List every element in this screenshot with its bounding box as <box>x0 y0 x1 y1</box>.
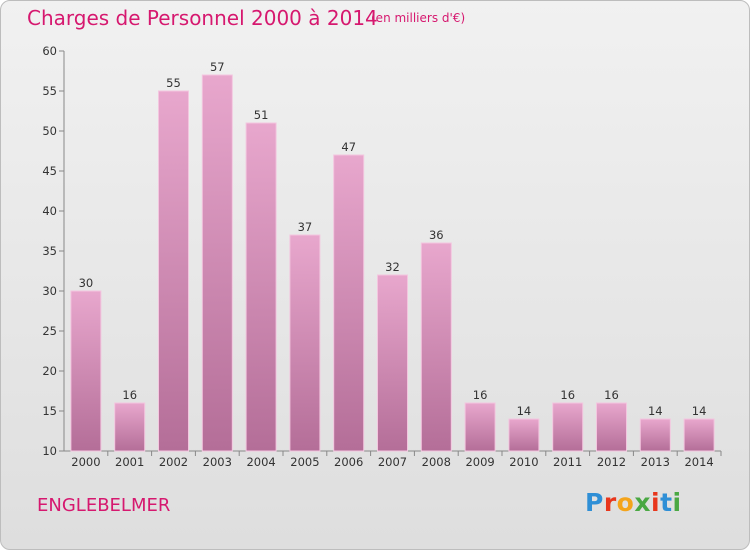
y-tick-label: 50 <box>42 124 57 138</box>
data-label-2012: 16 <box>604 388 619 402</box>
bar-2005[interactable] <box>289 234 321 452</box>
data-label-2001: 16 <box>122 388 137 402</box>
y-tick-label: 30 <box>42 284 57 298</box>
x-tick-label: 2003 <box>203 455 232 469</box>
bar-2002[interactable] <box>158 90 189 452</box>
bar-2009[interactable] <box>464 402 496 452</box>
y-tick-label: 20 <box>42 364 57 378</box>
y-tick-label: 35 <box>42 244 57 258</box>
x-tick-label: 2014 <box>684 455 713 469</box>
y-tick-label: 25 <box>42 324 57 338</box>
x-tick-label: 2001 <box>115 455 144 469</box>
chart-unit: (en milliers d'€) <box>371 11 466 25</box>
x-tick-label: 2008 <box>422 455 451 469</box>
y-tick-label: 15 <box>42 404 57 418</box>
data-label-2005: 37 <box>298 220 313 234</box>
logo-letter: P <box>585 488 604 517</box>
x-tick-label: 2011 <box>553 455 582 469</box>
data-label-2008: 36 <box>429 228 444 242</box>
bar-2010[interactable] <box>508 418 540 452</box>
data-label-2000: 30 <box>79 276 94 290</box>
bar-2012[interactable] <box>596 402 627 452</box>
x-tick-label: 2005 <box>290 455 319 469</box>
x-tick-label: 2004 <box>246 455 275 469</box>
data-label-2011: 16 <box>560 388 575 402</box>
x-tick-label: 2006 <box>334 455 363 469</box>
data-label-2009: 16 <box>473 388 488 402</box>
data-label-2007: 32 <box>385 260 400 274</box>
bar-2000[interactable] <box>70 290 102 452</box>
data-label-2010: 14 <box>517 404 532 418</box>
bars <box>70 74 715 452</box>
x-tick-label: 2007 <box>378 455 407 469</box>
data-labels: 30 16 55 57 51 37 47 32 36 16 14 16 16 14 14 <box>79 60 707 418</box>
logo-letter: o <box>616 488 635 517</box>
bar-2013[interactable] <box>639 418 671 452</box>
chart-title: Charges de Personnel 2000 à 2014 <box>27 6 378 30</box>
x-tick-label: 2002 <box>159 455 188 469</box>
y-tick-label: 40 <box>42 204 57 218</box>
y-tick-label: 10 <box>42 444 57 458</box>
logo-letter: t <box>660 488 673 517</box>
axes: 10 15 20 25 30 35 40 45 50 55 60 2000 2001 2002 2003 20… <box>42 44 722 469</box>
bar-2004[interactable] <box>245 122 277 452</box>
proxiti-logo[interactable]: Proxiti <box>585 488 682 517</box>
x-tick-label: 2009 <box>465 455 494 469</box>
data-label-2014: 14 <box>692 404 707 418</box>
x-tick-label: 2013 <box>641 455 670 469</box>
bar-2014[interactable] <box>683 418 715 452</box>
data-label-2002: 55 <box>166 76 181 90</box>
bar-2007[interactable] <box>377 274 408 452</box>
x-tick-label: 2000 <box>71 455 100 469</box>
bar-2011[interactable] <box>552 402 584 452</box>
logo-letter: i <box>651 488 661 517</box>
logo-letter: i <box>672 488 682 517</box>
y-tick-label: 55 <box>42 84 57 98</box>
data-label-2013: 14 <box>648 404 663 418</box>
y-tick-label: 60 <box>42 44 57 58</box>
logo-letter: x <box>634 488 651 517</box>
x-tick-label: 2012 <box>597 455 626 469</box>
x-tick-label: 2010 <box>509 455 538 469</box>
data-label-2003: 57 <box>210 60 225 74</box>
bar-2006[interactable] <box>333 154 365 452</box>
place-name: ENGLEBELMER <box>37 495 171 516</box>
logo-letter: r <box>603 488 617 517</box>
bar-2003[interactable] <box>201 74 233 452</box>
data-label-2004: 51 <box>254 108 269 122</box>
data-label-2006: 47 <box>341 140 356 154</box>
bar-2008[interactable] <box>420 242 452 452</box>
bar-2001[interactable] <box>114 402 146 452</box>
y-tick-label: 45 <box>42 164 57 178</box>
